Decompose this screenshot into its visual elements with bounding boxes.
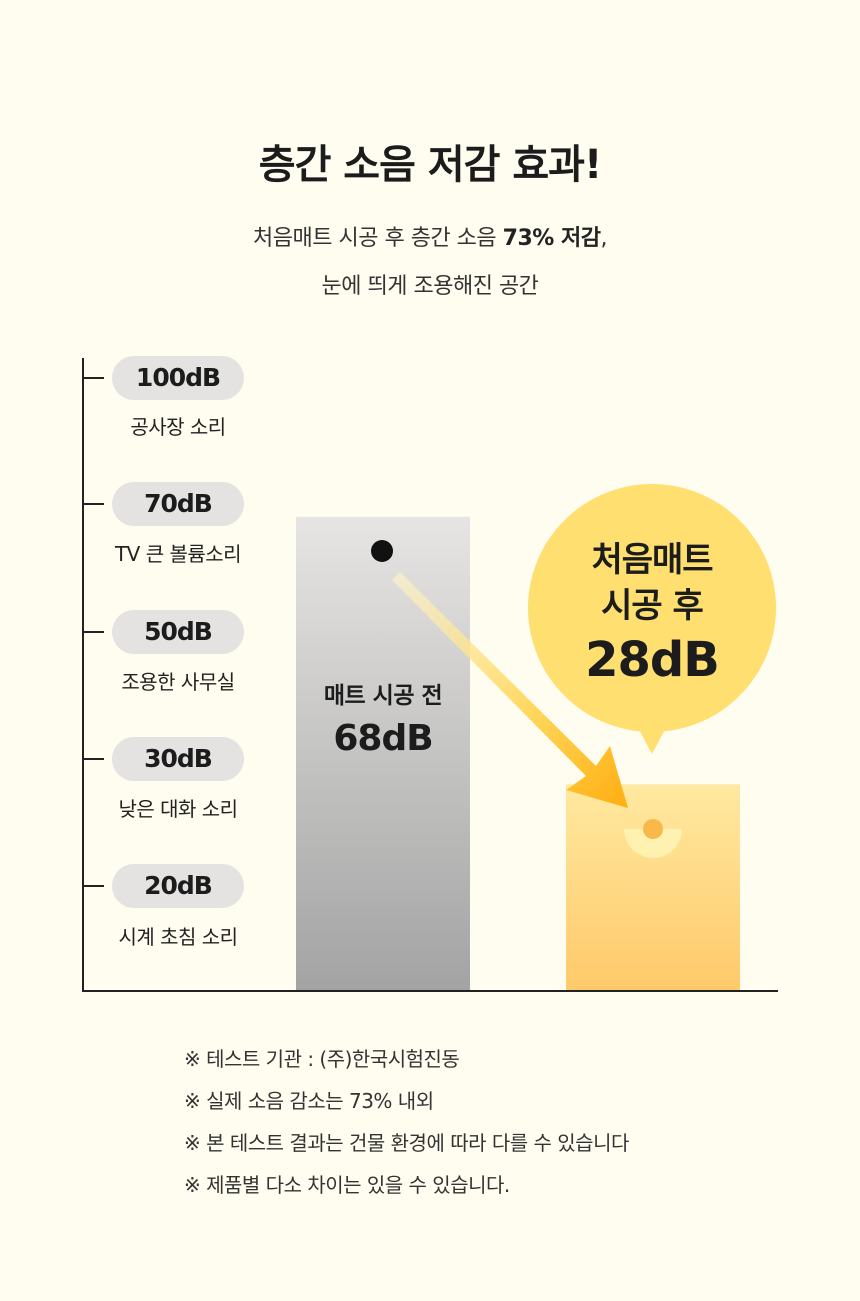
tick-100db bbox=[82, 377, 104, 379]
tick-20db bbox=[82, 885, 104, 887]
subtitle-highlight: 73% 저감 bbox=[502, 226, 601, 251]
before-bar-value: 68dB bbox=[333, 718, 433, 759]
bar-after bbox=[566, 784, 740, 991]
after-marker-dot bbox=[643, 819, 663, 839]
level-desc-50db: 조용한 사무실 bbox=[121, 670, 235, 694]
page-title: 층간 소음 저감 효과! bbox=[258, 142, 602, 188]
note-test-agency: ※ 테스트 기관 : (주)한국시험진동 bbox=[184, 1047, 460, 1071]
tick-50db bbox=[82, 631, 104, 633]
after-label-line2: 시공 후 bbox=[601, 586, 704, 626]
bar-before bbox=[296, 516, 470, 991]
bubble-tail bbox=[634, 720, 670, 754]
note-reduction: ※ 실제 소음 감소는 73% 내외 bbox=[184, 1089, 434, 1113]
level-pill-100db: 100dB bbox=[112, 356, 244, 400]
level-desc-20db: 시계 초침 소리 bbox=[118, 925, 238, 949]
level-desc-100db: 공사장 소리 bbox=[130, 415, 226, 439]
y-axis bbox=[82, 358, 84, 992]
subtitle-line1: 처음매트 시공 후 층간 소음 73% 저감, bbox=[0, 220, 860, 252]
after-bar-value: 28dB bbox=[585, 632, 720, 688]
after-speech-bubble bbox=[528, 484, 776, 732]
level-pill-20db: 20dB bbox=[112, 864, 244, 908]
level-desc-30db: 낮은 대화 소리 bbox=[118, 797, 238, 821]
note-product-variance: ※ 제품별 다소 차이는 있을 수 있습니다. bbox=[184, 1173, 510, 1197]
subtitle-prefix: 처음매트 시공 후 층간 소음 bbox=[253, 226, 503, 251]
subtitle-suffix: , bbox=[600, 226, 607, 251]
subtitle-line2: 눈에 띄게 조용해진 공간 bbox=[321, 274, 539, 299]
level-pill-30db: 30dB bbox=[112, 737, 244, 781]
tick-30db bbox=[82, 758, 104, 760]
before-bar-label: 매트 시공 전 bbox=[323, 683, 443, 709]
after-label-line1: 처음매트 bbox=[591, 540, 713, 580]
after-marker-glow bbox=[624, 829, 682, 858]
tick-70db bbox=[82, 503, 104, 505]
decrease-arrow bbox=[392, 572, 628, 808]
before-marker-dot bbox=[371, 540, 393, 562]
x-axis bbox=[82, 990, 778, 992]
level-pill-50db: 50dB bbox=[112, 610, 244, 654]
level-pill-70db: 70dB bbox=[112, 482, 244, 526]
level-desc-70db: TV 큰 볼륨소리 bbox=[114, 542, 242, 566]
note-environment: ※ 본 테스트 결과는 건물 환경에 따라 다를 수 있습니다 bbox=[184, 1131, 629, 1155]
